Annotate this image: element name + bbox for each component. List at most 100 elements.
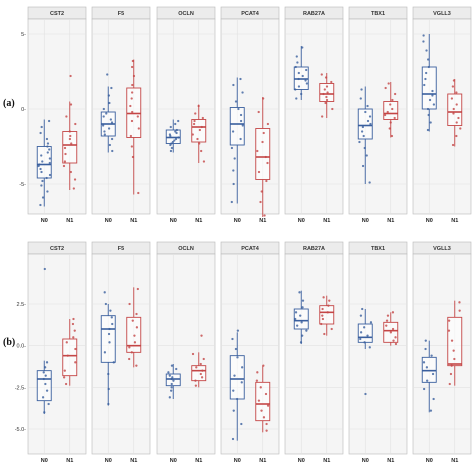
facet-panel-background (27, 253, 87, 455)
data-point (256, 371, 259, 374)
data-point (73, 178, 77, 181)
data-point (198, 128, 202, 132)
data-point (424, 347, 427, 351)
facet-panel-background (91, 253, 151, 455)
box-f5-n0 (100, 291, 116, 406)
data-point (68, 137, 72, 141)
data-point (359, 331, 363, 334)
y-tick-label: 0- (21, 107, 26, 113)
data-point (240, 422, 243, 426)
data-point (101, 124, 105, 127)
data-point (324, 101, 327, 105)
data-point (361, 125, 365, 129)
data-point (321, 317, 325, 321)
data-point (47, 402, 50, 406)
data-point (129, 134, 133, 138)
data-point (174, 130, 177, 133)
data-point (64, 382, 68, 386)
data-point (360, 88, 363, 91)
y-tick-label: -5- (19, 182, 26, 188)
y-tick-label: 2.5- (17, 302, 27, 308)
data-point (301, 74, 304, 78)
data-point (48, 148, 51, 151)
data-point (297, 77, 300, 81)
data-point (112, 361, 115, 364)
box-vgll3-n0 (421, 34, 437, 132)
data-point (71, 322, 75, 326)
data-point (48, 161, 51, 165)
box-iqr (229, 355, 245, 400)
data-point (295, 97, 298, 100)
data-point (131, 83, 134, 87)
data-point (200, 376, 204, 379)
data-point (103, 351, 107, 354)
data-point (131, 59, 135, 63)
data-point (105, 112, 108, 115)
data-point (232, 389, 235, 392)
data-point (63, 369, 66, 372)
box-iqr (62, 338, 78, 377)
data-point (455, 121, 458, 124)
box-pcat4-n1 (255, 364, 271, 433)
data-point (422, 387, 426, 391)
data-point (104, 302, 108, 306)
data-point (108, 101, 111, 105)
data-point (391, 327, 395, 331)
box-tbx1-n1 (383, 82, 399, 138)
data-point (451, 85, 455, 88)
box-iqr (447, 316, 463, 367)
data-point (74, 361, 77, 364)
facet-vgll3: VGLL3 N0 N1 (412, 6, 472, 224)
data-point (63, 146, 67, 150)
x-tick-label: N1 (259, 458, 266, 464)
data-point (265, 179, 268, 183)
facet-title: CST2 (50, 11, 64, 17)
data-point (361, 164, 365, 168)
data-point (449, 372, 453, 376)
data-point (325, 98, 329, 102)
data-point (65, 341, 68, 344)
facet-panel-background (412, 18, 472, 215)
data-point (294, 311, 298, 314)
data-point (200, 125, 203, 129)
data-point (305, 82, 309, 85)
data-point (202, 160, 206, 163)
data-point (65, 115, 68, 118)
data-point (359, 337, 362, 341)
box-tbx1-n0 (357, 307, 373, 396)
data-point (359, 97, 362, 100)
data-point (129, 104, 132, 108)
data-point (68, 130, 71, 133)
data-point (46, 142, 50, 145)
data-point (297, 71, 300, 75)
data-point (394, 342, 398, 346)
data-point (266, 161, 269, 165)
data-point (262, 131, 265, 135)
data-point (326, 311, 329, 314)
data-point (455, 103, 458, 106)
data-point (170, 142, 173, 145)
box-iqr (421, 356, 437, 383)
data-point (391, 98, 394, 102)
data-point (264, 155, 267, 159)
box-tbx1-n0 (357, 86, 373, 184)
data-point (102, 107, 105, 111)
box-rab27a-n1 (319, 73, 335, 118)
box-iqr (255, 128, 271, 180)
data-point (452, 107, 455, 111)
data-point (200, 334, 203, 337)
data-point (41, 179, 44, 183)
data-point (175, 367, 178, 371)
data-point (363, 326, 366, 329)
box-vgll3-n1 (447, 79, 463, 147)
data-point (362, 134, 365, 138)
data-point (108, 341, 111, 344)
box-ocln-n0 (165, 364, 181, 399)
data-point (301, 299, 305, 302)
data-point (239, 113, 243, 117)
box-iqr (229, 107, 245, 146)
data-point (45, 137, 49, 141)
data-point (361, 307, 364, 311)
data-point (457, 116, 460, 120)
data-point (294, 65, 297, 69)
